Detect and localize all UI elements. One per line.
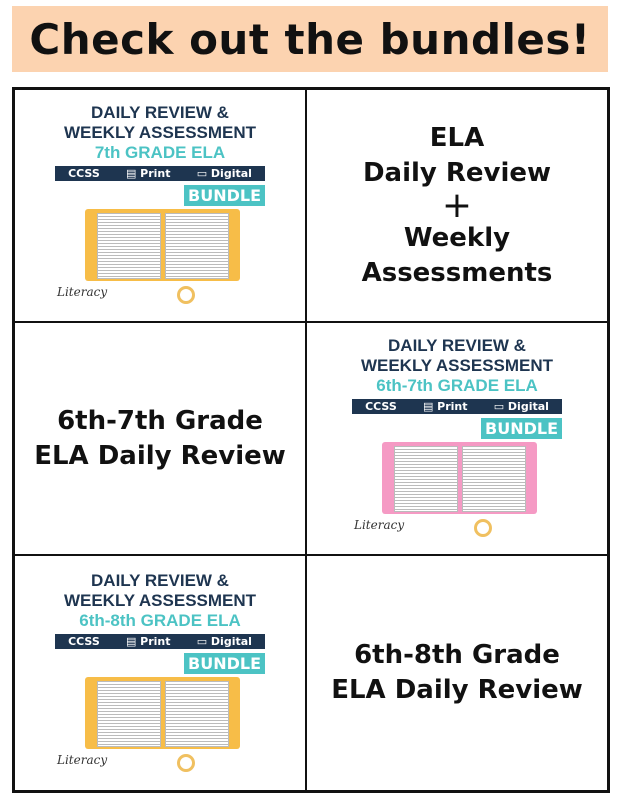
tape-roll-icon <box>177 286 195 304</box>
label-line: 6th-8th Grade <box>354 640 560 670</box>
cell-product-6-7[interactable]: DAILY REVIEW & WEEKLY ASSESSMENT 6th-7th… <box>306 322 608 555</box>
print-text: Print <box>140 634 171 648</box>
label-line: ELA <box>429 122 485 153</box>
label-line: 6th-7th Grade <box>57 405 263 436</box>
digital-text: Digital <box>210 634 252 648</box>
bundle-label: ELA Daily Review + Weekly Assessments <box>362 121 553 291</box>
format-bar: CCSS ▤ Print ▭ Digital <box>55 166 265 181</box>
binder-image <box>85 209 240 281</box>
card-grade: 6th-7th GRADE ELA <box>376 376 538 395</box>
literacy-logo: Literacy <box>57 285 108 299</box>
cell-label-7th: ELA Daily Review + Weekly Assessments <box>306 89 608 322</box>
binder-image <box>85 676 240 749</box>
digital-label: ▭ Digital <box>493 400 549 413</box>
product-card-7th[interactable]: DAILY REVIEW & WEEKLY ASSESSMENT 7th GRA… <box>55 103 265 308</box>
worksheet-page <box>165 213 229 279</box>
binder-image <box>382 442 537 514</box>
worksheet-page <box>165 680 229 747</box>
print-label: ▤ Print <box>125 634 171 648</box>
card-title-line1: DAILY REVIEW & <box>388 336 526 355</box>
bundle-label: 6th-7th Grade ELA Daily Review <box>34 404 286 474</box>
literacy-logo: Literacy <box>354 518 405 532</box>
card-title-line2: WEEKLY ASSESSMENT <box>63 590 257 610</box>
plus-sign: + <box>441 184 473 226</box>
cell-product-6-8[interactable]: DAILY REVIEW & WEEKLY ASSESSMENT 6th-8th… <box>14 555 306 791</box>
format-bar: CCSS ▤ Print ▭ Digital <box>55 633 265 649</box>
format-bar: CCSS ▤ Print ▭ Digital <box>352 399 562 414</box>
banner: Check out the bundles! <box>12 6 608 72</box>
label-line: ELA Daily Review <box>34 440 286 471</box>
bundle-badge: BUNDLE <box>184 652 265 674</box>
label-line: ELA Daily Review <box>331 675 583 705</box>
print-text: Print <box>437 400 468 413</box>
card-title-line1: DAILY REVIEW & <box>91 103 229 122</box>
ccss-label: CCSS <box>68 634 100 648</box>
ccss-label: CCSS <box>365 400 397 413</box>
bundle-label: 6th-8th Grade ELA Daily Review <box>331 638 583 708</box>
cell-product-7th[interactable]: DAILY REVIEW & WEEKLY ASSESSMENT 7th GRA… <box>14 89 306 322</box>
card-title-line2: WEEKLY ASSESSMENT <box>360 356 554 375</box>
print-label: ▤ Print <box>422 400 468 413</box>
bundle-grid: DAILY REVIEW & WEEKLY ASSESSMENT 7th GRA… <box>12 87 610 793</box>
cell-label-6-7: 6th-7th Grade ELA Daily Review <box>14 322 306 555</box>
banner-title: Check out the bundles! <box>29 14 591 64</box>
digital-text: Digital <box>210 167 252 180</box>
worksheet-page <box>97 680 161 747</box>
digital-label: ▭ Digital <box>196 634 252 648</box>
literacy-logo: Literacy <box>57 752 108 767</box>
product-card-6-7[interactable]: DAILY REVIEW & WEEKLY ASSESSMENT 6th-7th… <box>352 336 562 541</box>
ccss-label: CCSS <box>68 167 100 180</box>
digital-label: ▭ Digital <box>196 167 252 180</box>
worksheet-page <box>97 213 161 279</box>
tape-roll-icon <box>474 519 492 537</box>
card-title-line1: DAILY REVIEW & <box>91 570 229 590</box>
print-text: Print <box>140 167 171 180</box>
bundle-badge: BUNDLE <box>481 418 562 439</box>
tape-roll-icon <box>177 753 195 772</box>
label-line: Assessments <box>361 257 553 288</box>
product-card-6-8[interactable]: DAILY REVIEW & WEEKLY ASSESSMENT 6th-8th… <box>55 570 265 776</box>
cell-label-6-8: 6th-8th Grade ELA Daily Review <box>306 555 608 791</box>
label-line: Weekly <box>403 222 511 253</box>
card-title-line2: WEEKLY ASSESSMENT <box>63 123 257 142</box>
label-line: Daily Review <box>362 157 552 188</box>
bundle-badge: BUNDLE <box>184 185 265 206</box>
card-grade: 7th GRADE ELA <box>94 143 226 162</box>
worksheet-page <box>394 446 458 512</box>
digital-text: Digital <box>507 400 549 413</box>
worksheet-page <box>462 446 526 512</box>
card-grade: 6th-8th GRADE ELA <box>79 610 241 630</box>
print-label: ▤ Print <box>125 167 171 180</box>
